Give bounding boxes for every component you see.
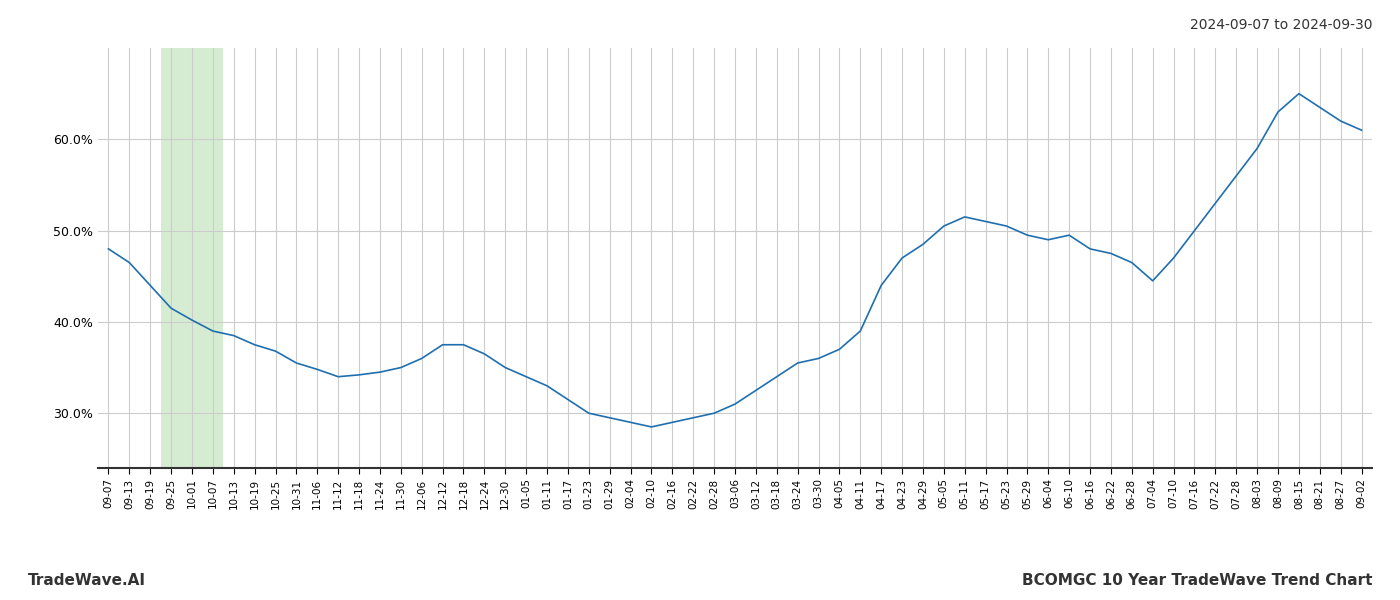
Text: 2024-09-07 to 2024-09-30: 2024-09-07 to 2024-09-30 [1190,18,1372,32]
Bar [161,48,224,468]
Text: TradeWave.AI: TradeWave.AI [28,573,146,588]
Text: BCOMGC 10 Year TradeWave Trend Chart: BCOMGC 10 Year TradeWave Trend Chart [1022,573,1372,588]
